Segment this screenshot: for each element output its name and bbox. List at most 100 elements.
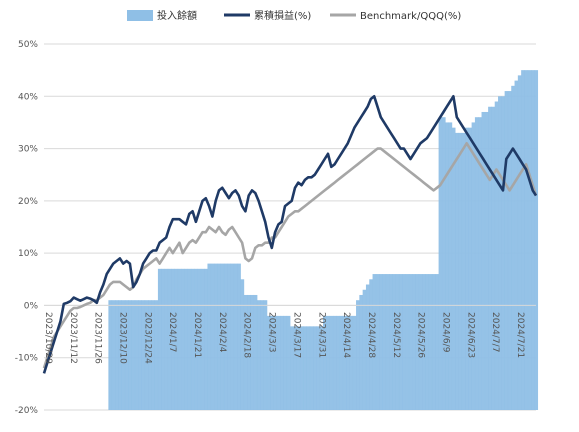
invested-bar-56	[227, 263, 231, 410]
invested-bar-108	[398, 274, 403, 410]
invested-bar-138	[498, 96, 502, 411]
invested-bar-86	[326, 315, 331, 410]
invested-bar-50	[207, 263, 212, 410]
x-tick-label-2: 2023/11/26	[93, 312, 103, 364]
invested-bar-20	[108, 300, 113, 410]
invested-bar-120	[438, 117, 443, 410]
invested-bar-68	[266, 315, 271, 410]
x-tick-label-6: 2024/1/21	[192, 312, 202, 358]
invested-bar-129	[468, 127, 473, 411]
legend-swatch-invested	[127, 10, 153, 21]
invested-bar-92	[346, 315, 350, 410]
invested-bar-84	[319, 326, 324, 410]
invested-bar-21	[111, 300, 116, 410]
x-tick-label-16: 2024/6/9	[440, 312, 450, 353]
invested-bar-30	[141, 300, 146, 410]
invested-bar-132	[478, 117, 482, 410]
invested-bar-39	[171, 268, 175, 410]
invested-bar-73	[283, 315, 288, 410]
invested-bar-149	[534, 70, 539, 411]
invested-bar-94	[352, 315, 357, 410]
invested-bar-81	[309, 326, 314, 410]
invested-bar-139	[501, 96, 506, 411]
invested-bar-146	[524, 70, 529, 411]
invested-bar-59	[237, 263, 241, 410]
invested-bar-47	[197, 268, 202, 410]
invested-bar-34	[154, 300, 159, 410]
invested-bar-124	[451, 127, 456, 411]
invested-bar-105	[389, 274, 393, 410]
invested-bar-96	[359, 294, 364, 410]
invested-bar-41	[177, 268, 182, 410]
invested-bar-77	[296, 326, 301, 410]
invested-bar-119	[435, 274, 439, 410]
invested-bar-89	[336, 315, 340, 410]
invested-bar-97	[362, 289, 367, 410]
invested-bar-65	[256, 300, 261, 410]
invested-bar-80	[306, 326, 311, 410]
invested-bar-123	[448, 122, 453, 410]
invested-bar-136	[491, 106, 496, 410]
invested-bar-101	[375, 274, 380, 410]
invested-bar-125	[455, 132, 459, 410]
x-tick-label-18: 2024/7/7	[490, 312, 500, 352]
invested-bar-142	[511, 85, 515, 410]
invested-bar-140	[504, 91, 509, 411]
invested-bar-133	[481, 111, 486, 410]
y-tick-label-7: 50%	[18, 40, 38, 50]
invested-bar-26	[128, 300, 132, 410]
invested-bar-106	[392, 274, 397, 410]
x-tick-label-17: 2024/6/23	[465, 312, 475, 358]
invested-bar-72	[280, 315, 284, 410]
y-tick-label-6: 40%	[18, 92, 38, 102]
invested-bar-116	[425, 274, 430, 410]
invested-bar-31	[144, 300, 149, 410]
y-tick-label-2: 0%	[24, 301, 39, 311]
invested-bar-42	[181, 268, 185, 410]
invested-bar-143	[514, 80, 519, 410]
x-tick-label-9: 2024/3/3	[267, 312, 277, 352]
invested-bar-66	[260, 300, 264, 410]
y-tick-label-4: 20%	[18, 197, 38, 207]
y-tick-label-3: 10%	[18, 249, 38, 259]
invested-bar-60	[240, 279, 245, 410]
invested-bar-61	[243, 294, 248, 410]
invested-bar-131	[474, 117, 479, 410]
invested-bar-79	[303, 326, 307, 410]
invested-bar-144	[517, 75, 522, 410]
invested-bar-127	[461, 132, 466, 410]
invested-bar-121	[441, 117, 446, 410]
invested-bar-57	[230, 263, 235, 410]
invested-bar-107	[395, 274, 400, 410]
invested-bar-90	[339, 315, 344, 410]
invested-bar-55	[223, 263, 228, 410]
invested-bar-33	[151, 300, 156, 410]
cumulative-line	[42, 95, 538, 374]
invested-bar-49	[204, 268, 208, 410]
invested-bar-44	[187, 268, 192, 410]
invested-bar-38	[167, 268, 172, 410]
invested-bar-112	[412, 274, 416, 410]
invested-bar-110	[405, 274, 410, 410]
invested-bar-137	[494, 101, 499, 410]
x-tick-label-15: 2024/5/26	[416, 312, 426, 358]
invested-bar-24	[121, 300, 126, 410]
invested-bar-27	[131, 300, 136, 410]
invested-bar-88	[332, 315, 337, 410]
x-tick-label-4: 2023/12/24	[142, 312, 152, 364]
invested-bar-46	[194, 268, 198, 410]
x-tick-label-5: 2024/1/7	[167, 312, 177, 352]
y-tick-label-5: 30%	[18, 145, 38, 155]
invested-bar-67	[263, 300, 268, 410]
invested-bar-104	[385, 274, 390, 410]
invested-bar-111	[408, 274, 413, 410]
legend-label-invested: 投入餘額	[157, 9, 197, 22]
invested-bar-37	[164, 268, 169, 410]
invested-bar-95	[356, 300, 360, 410]
x-tick-label-0: 2023/10/29	[43, 312, 53, 364]
invested-bar-109	[402, 274, 406, 410]
invested-bar-36	[161, 268, 165, 410]
invested-bar-128	[465, 127, 469, 411]
